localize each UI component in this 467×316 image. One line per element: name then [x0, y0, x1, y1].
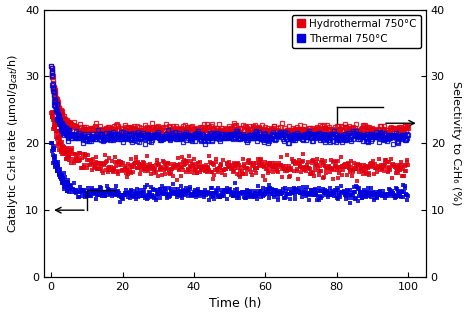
Y-axis label: Selectivity to C₂H₆ (%): Selectivity to C₂H₆ (%): [452, 81, 461, 205]
Legend: Hydrothermal 750°C, Thermal 750°C: Hydrothermal 750°C, Thermal 750°C: [292, 15, 421, 48]
Y-axis label: Catalytic C₂H₆ rate (μmol/g$_{cat}$/h): Catalytic C₂H₆ rate (μmol/g$_{cat}$/h): [6, 54, 20, 233]
X-axis label: Time (h): Time (h): [209, 297, 261, 310]
